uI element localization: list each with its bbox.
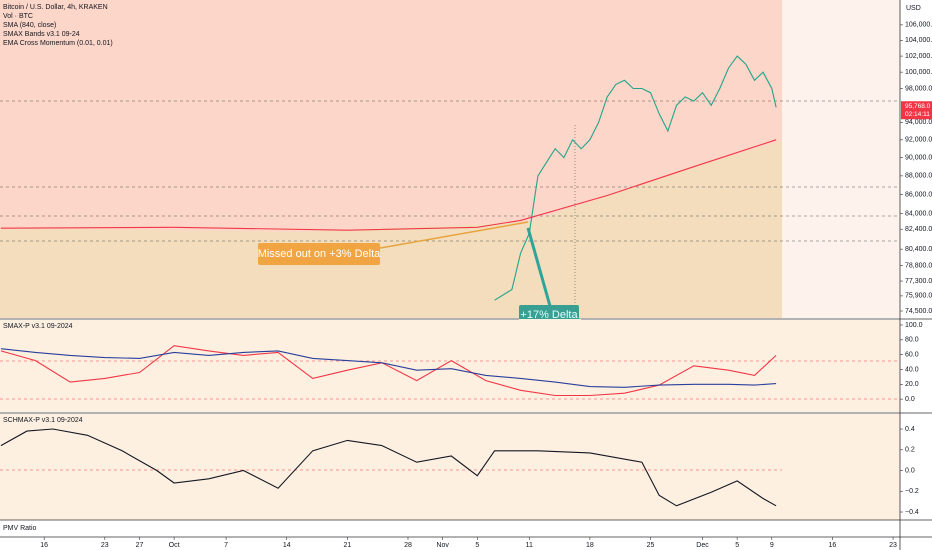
series-line (0, 348, 777, 388)
levels (0, 100, 900, 471)
x-tick-label: Dec (696, 542, 709, 549)
y-tick-label: 98,000.0 (905, 85, 932, 92)
y-tick-label: 100.0 (905, 322, 923, 329)
x-tick-label: 16 (40, 542, 48, 549)
y-tick-label: −0.4 (905, 509, 919, 516)
x-tick-label: Oct (169, 542, 180, 549)
y-tick-label: 74,500.0 (905, 308, 932, 315)
y-tick-label: 106,000.0 (905, 22, 932, 29)
x-tick-label: 21 (343, 542, 351, 549)
series-line (0, 345, 777, 397)
y-tick-label: 77,300.0 (905, 278, 932, 285)
y-tick-label: 80,400.0 (905, 246, 932, 253)
x-tick-label: 14 (283, 542, 291, 549)
x-tick-label: 28 (404, 542, 412, 549)
y-tick-label: 20.0 (905, 381, 919, 388)
series-line (0, 428, 777, 507)
panel-title: SCHMAX-P v3.1 09-2024 (3, 417, 83, 424)
series-line (0, 139, 777, 231)
y-tick-label: 0.4 (905, 426, 915, 433)
panel-title: SMAX-P v3.1 09-2024 (3, 323, 73, 330)
y-tick-label: 80.0 (905, 337, 919, 344)
main-bg-future (782, 0, 900, 318)
axis-unit: USD (906, 5, 921, 12)
callout-line (379, 221, 529, 249)
y-tick-label: 82,400.0 (905, 226, 932, 233)
x-tick-label: 18 (586, 542, 594, 549)
callout-line (526, 227, 552, 307)
price-tag-label: 95,768.0 (905, 103, 931, 110)
panel2-bg (0, 320, 900, 412)
callout-box (258, 243, 380, 265)
panel-title: PMV Ratio (3, 525, 37, 532)
y-tick-label: 104,000.0 (905, 37, 932, 44)
clip (519, 319, 581, 327)
x-tick-label: 9 (770, 542, 774, 549)
y-tick-label: 92,000.0 (905, 137, 932, 144)
y-tick-label: −0.2 (905, 488, 919, 495)
x-tick-label: 7 (224, 542, 228, 549)
y-tick-label: 60.0 (905, 351, 919, 358)
indicator: SMA (840, close) (3, 22, 56, 29)
y-tick-label: 94,000.0 (905, 119, 932, 126)
y-tick-label: 90,000.0 (905, 154, 932, 161)
x-tick-label: 5 (475, 542, 479, 549)
x-tick-label: 23 (889, 542, 897, 549)
panel3-bg (0, 414, 900, 520)
x-tick-label: Nov (436, 542, 449, 549)
symbol-title: Bitcoin / U.S. Dollar, 4h, KRAKEN (3, 4, 108, 11)
y-tick-label: 0.0 (905, 396, 915, 403)
indicator: EMA Cross Momentum (0.01, 0.01) (3, 40, 113, 47)
indicator: SMAX Bands v3.1 09-24 (3, 31, 80, 38)
x-tick-label: 16 (829, 542, 837, 549)
x-tick-label: 27 (136, 542, 144, 549)
y-tick-label: 88,000.0 (905, 173, 932, 180)
y-tick-label: 40.0 (905, 366, 919, 373)
y-tick-label: 102,000.0 (905, 53, 932, 60)
y-tick-label: 78,800.0 (905, 262, 932, 269)
indicator: Vol · BTC (3, 13, 33, 20)
y-tick-label: 100,000.0 (905, 69, 932, 76)
x-tick-label: 11 (526, 542, 533, 549)
y-tick-label: 75,900.0 (905, 293, 932, 300)
callout-text: +17% Delta (520, 309, 578, 321)
y-tick-label: 0.2 (905, 447, 915, 454)
x-tick-label: 23 (101, 542, 109, 549)
callout-text: Missed out on +3% Delta (258, 248, 381, 260)
y-tick-label: 84,000.0 (905, 210, 932, 217)
y-tick-label: 0.0 (905, 467, 915, 474)
legend: Bitcoin / U.S. Dollar, 4h, KRAKEN Vol · … (3, 4, 113, 47)
x-tick-label: 5 (735, 542, 739, 549)
x-tick-label: 25 (647, 542, 655, 549)
price-tag-bg (901, 101, 932, 120)
countdown: 02:14:11 (905, 111, 930, 118)
price-tag: 95,768.0 02:14:11 (901, 101, 932, 120)
series-line (494, 55, 777, 301)
y-tick-label: 86,000.0 (905, 191, 932, 198)
